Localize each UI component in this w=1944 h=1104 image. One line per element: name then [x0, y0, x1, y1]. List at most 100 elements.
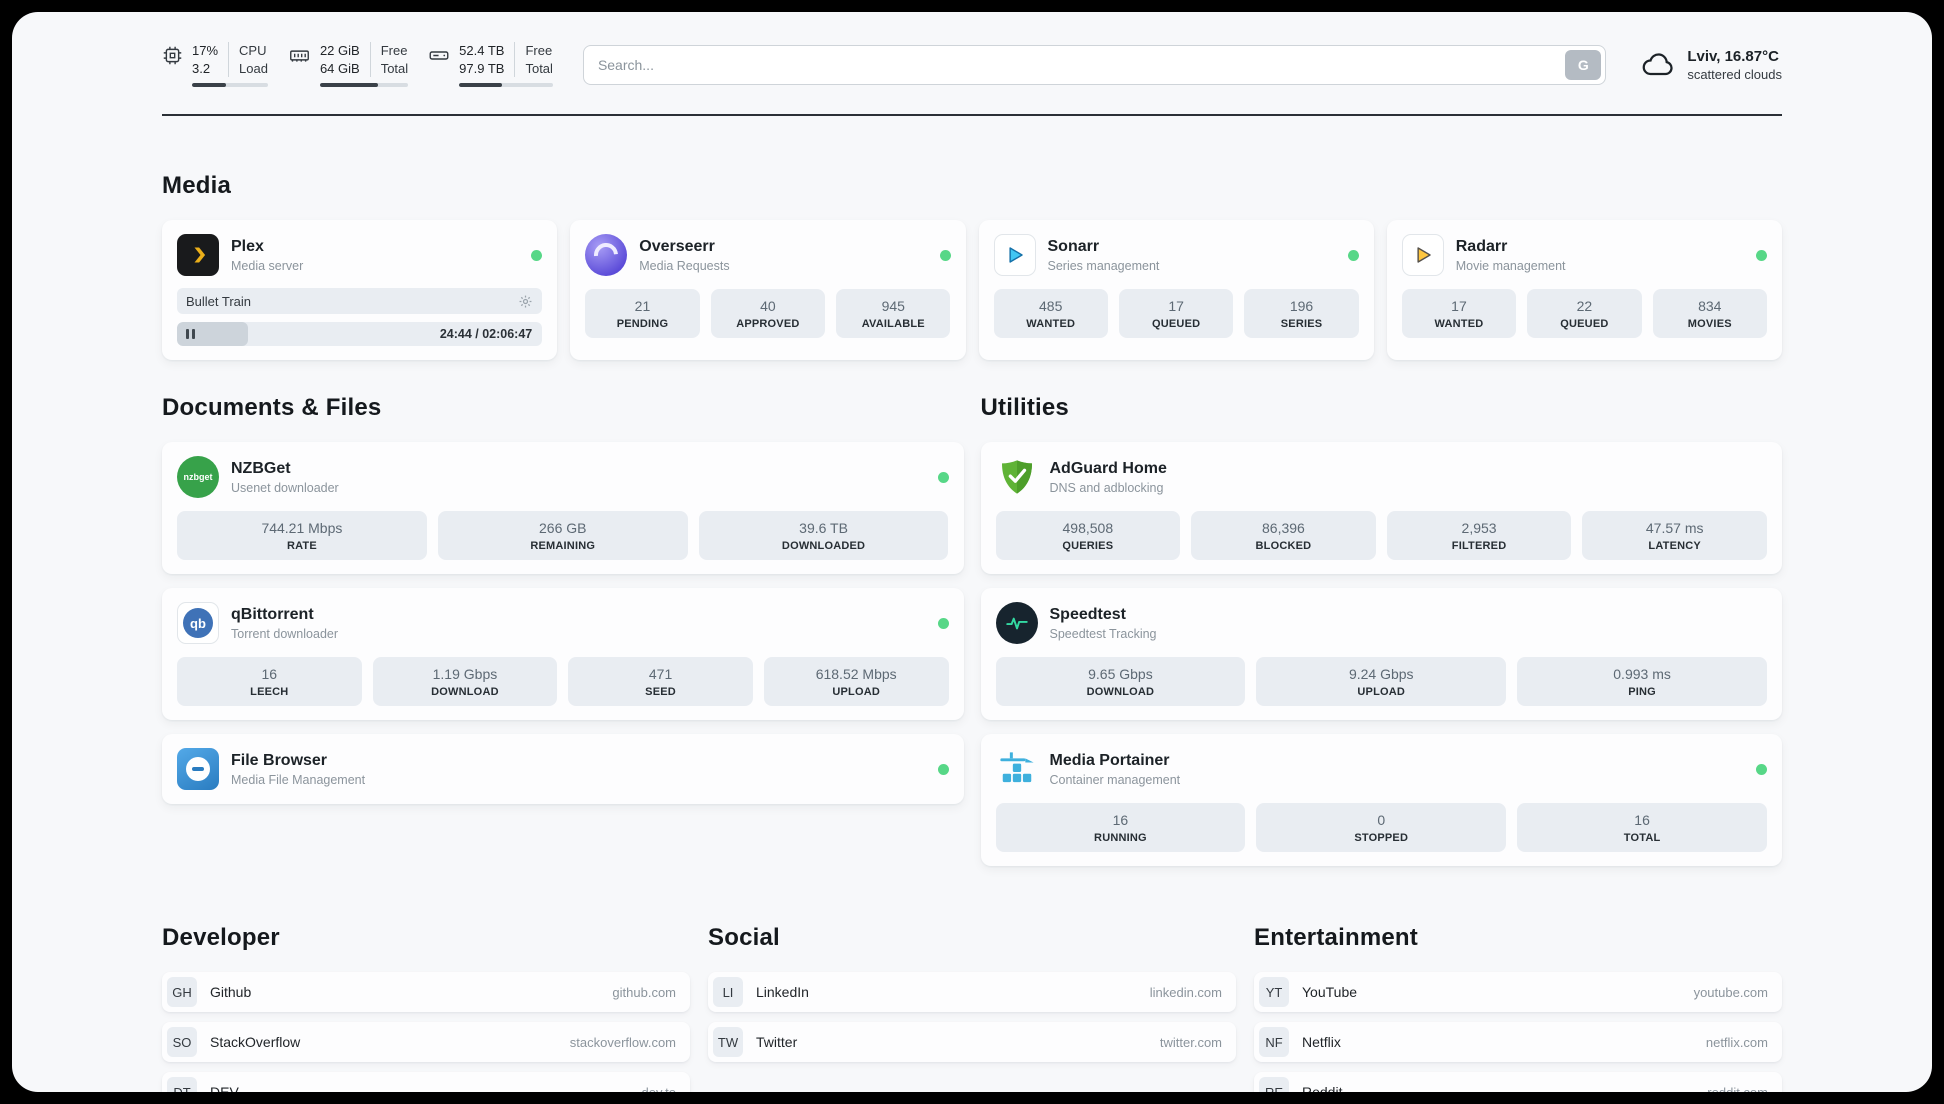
- plex-card[interactable]: Plex Media server Bullet Train: [162, 220, 558, 361]
- documents-section-title: Documents & Files: [162, 394, 382, 422]
- bookmark-stackoverflow[interactable]: SO StackOverflow stackoverflow.com: [162, 1022, 690, 1063]
- stat-value: 47.57 ms: [1645, 520, 1704, 537]
- entertainment-bookmarks: Entertainment YT YouTube youtube.com NF …: [1254, 924, 1782, 1092]
- service-subtitle: Media File Management: [231, 772, 366, 787]
- stat-value: 9.65 Gbps: [1088, 666, 1153, 683]
- bookmark-abbr: RE: [1259, 1077, 1289, 1092]
- cpu-progress-fill: [192, 83, 227, 88]
- memory-total-value: 64 GiB: [319, 60, 360, 76]
- radarr-icon: [1401, 234, 1444, 277]
- bookmark-name: YouTube: [1302, 984, 1358, 1001]
- stat-value: 471: [648, 666, 673, 683]
- stat-value: 945: [881, 298, 905, 315]
- bookmark-abbr: TW: [713, 1027, 743, 1058]
- bookmark-name: Reddit: [1302, 1084, 1342, 1092]
- portainer-card[interactable]: Media Portainer Container management 16 …: [980, 734, 1782, 867]
- bookmark-url: twitter.com: [1159, 1034, 1222, 1050]
- stat-label: DOWNLOADED: [781, 540, 866, 553]
- stat-value: 485: [1039, 298, 1063, 315]
- stat-label: RATE: [286, 540, 317, 553]
- adguard-card[interactable]: AdGuard Home DNS and adblocking 498,508 …: [980, 442, 1782, 575]
- service-name: NZBGet: [231, 459, 291, 477]
- playback-progress-bar[interactable]: 24:44 / 02:06:47: [177, 322, 543, 347]
- utilities-section: Utilities: [980, 394, 1782, 867]
- bookmark-url: reddit.com: [1707, 1085, 1768, 1092]
- status-dot: [937, 763, 949, 775]
- weather-condition: scattered clouds: [1687, 66, 1782, 82]
- stat-queries: 498,508 QUERIES: [995, 511, 1181, 561]
- social-title: Social: [708, 924, 780, 952]
- filebrowser-card[interactable]: File Browser Media File Management: [162, 734, 964, 805]
- qbittorrent-icon: qb: [177, 602, 219, 645]
- stat-approved: 40 APPROVED: [710, 289, 826, 339]
- stat-label: PENDING: [616, 318, 669, 331]
- stat-wanted: 485 WANTED: [993, 289, 1108, 339]
- bookmark-abbr: DT: [167, 1077, 197, 1092]
- stat-label: QUEUED: [1151, 318, 1201, 331]
- weather-location: Lviv, 16.87°C: [1687, 47, 1779, 65]
- status-dot: [937, 471, 949, 483]
- bookmark-abbr: NF: [1259, 1027, 1289, 1058]
- now-playing-title: Bullet Train: [186, 293, 252, 309]
- top-bar: 17% 3.2 CPU Load: [162, 12, 1782, 88]
- stat-queued: 22 QUEUED: [1527, 289, 1642, 339]
- stat-label: BLOCKED: [1255, 540, 1312, 553]
- stat-value: 17: [1168, 298, 1184, 315]
- now-playing-bar: Bullet Train: [177, 288, 543, 315]
- overseerr-card[interactable]: Overseerr Media Requests 21 PENDING 40 A…: [570, 220, 966, 361]
- memory-progress-track: [319, 83, 409, 88]
- bookmark-github[interactable]: GH Github github.com: [162, 972, 690, 1013]
- search-box[interactable]: G: [582, 44, 1607, 85]
- media-section-title: Media: [162, 172, 232, 200]
- stat-movies: 834 MOVIES: [1652, 289, 1767, 339]
- stat-filtered: 2,953 FILTERED: [1386, 511, 1572, 561]
- bookmark-url: stackoverflow.com: [569, 1034, 676, 1050]
- speedtest-card[interactable]: Speedtest Speedtest Tracking 9.65 Gbps D…: [980, 588, 1782, 721]
- stat-label: MOVIES: [1687, 318, 1732, 331]
- stat-label: AVAILABLE: [861, 318, 925, 331]
- stat-label: UPLOAD: [1357, 686, 1406, 699]
- ram-icon: [288, 45, 311, 66]
- bookmark-reddit[interactable]: RE Reddit reddit.com: [1254, 1072, 1782, 1092]
- pause-icon[interactable]: [186, 329, 195, 340]
- bookmark-name: LinkedIn: [756, 984, 809, 1001]
- stat-value: 0.993 ms: [1613, 666, 1671, 683]
- bookmark-netflix[interactable]: NF Netflix netflix.com: [1254, 1022, 1782, 1063]
- stat-label: UPLOAD: [832, 686, 881, 699]
- stat-upload: 9.24 Gbps UPLOAD: [1256, 657, 1507, 707]
- stat-value: 0: [1377, 812, 1386, 829]
- qbittorrent-card[interactable]: qb qBittorrent Torrent downloader 16: [162, 588, 964, 721]
- cloud-icon: [1640, 47, 1676, 83]
- status-dot: [1756, 763, 1767, 775]
- disk-total-label: Total: [525, 60, 553, 76]
- qbittorrent-icon-text: qb: [183, 608, 213, 639]
- hard-drive-icon: [428, 45, 450, 66]
- search-input[interactable]: [583, 56, 1606, 73]
- stat-label: SERIES: [1280, 318, 1323, 331]
- service-name: Sonarr: [1047, 237, 1100, 255]
- bookmark-dev[interactable]: DT DEV dev.to: [162, 1072, 690, 1092]
- stat-value: 2,953: [1461, 520, 1497, 537]
- bookmark-linkedin[interactable]: LI LinkedIn linkedin.com: [708, 972, 1236, 1013]
- stat-queued: 17 QUEUED: [1118, 289, 1234, 339]
- memory-total-label: Total: [380, 60, 409, 76]
- disk-free-label: Free: [525, 43, 553, 58]
- bookmark-twitter[interactable]: TW Twitter twitter.com: [708, 1022, 1236, 1063]
- settings-gear-icon[interactable]: [518, 294, 533, 309]
- disk-free-value: 52.4 TB: [459, 43, 505, 58]
- cpu-usage-value: 17%: [192, 43, 219, 58]
- stat-label: DOWNLOAD: [431, 686, 499, 699]
- stat-total: 16 TOTAL: [1517, 803, 1767, 853]
- status-dot: [531, 249, 543, 261]
- header-divider: [162, 114, 1782, 117]
- nzbget-card[interactable]: nzbget NZBGet Usenet downloader 744.21 M…: [162, 442, 964, 575]
- search-engine-button[interactable]: G: [1565, 49, 1602, 80]
- stat-label: QUERIES: [1062, 540, 1114, 553]
- bookmark-youtube[interactable]: YT YouTube youtube.com: [1254, 972, 1782, 1013]
- service-subtitle: Container management: [1049, 772, 1181, 787]
- bookmark-url: github.com: [612, 984, 676, 1000]
- nzbget-icon: nzbget: [177, 456, 219, 499]
- stat-label: STOPPED: [1354, 832, 1409, 845]
- radarr-card[interactable]: Radarr Movie management 17 WANTED 22 QUE…: [1386, 220, 1782, 361]
- sonarr-card[interactable]: Sonarr Series management 485 WANTED 17 Q…: [978, 220, 1374, 361]
